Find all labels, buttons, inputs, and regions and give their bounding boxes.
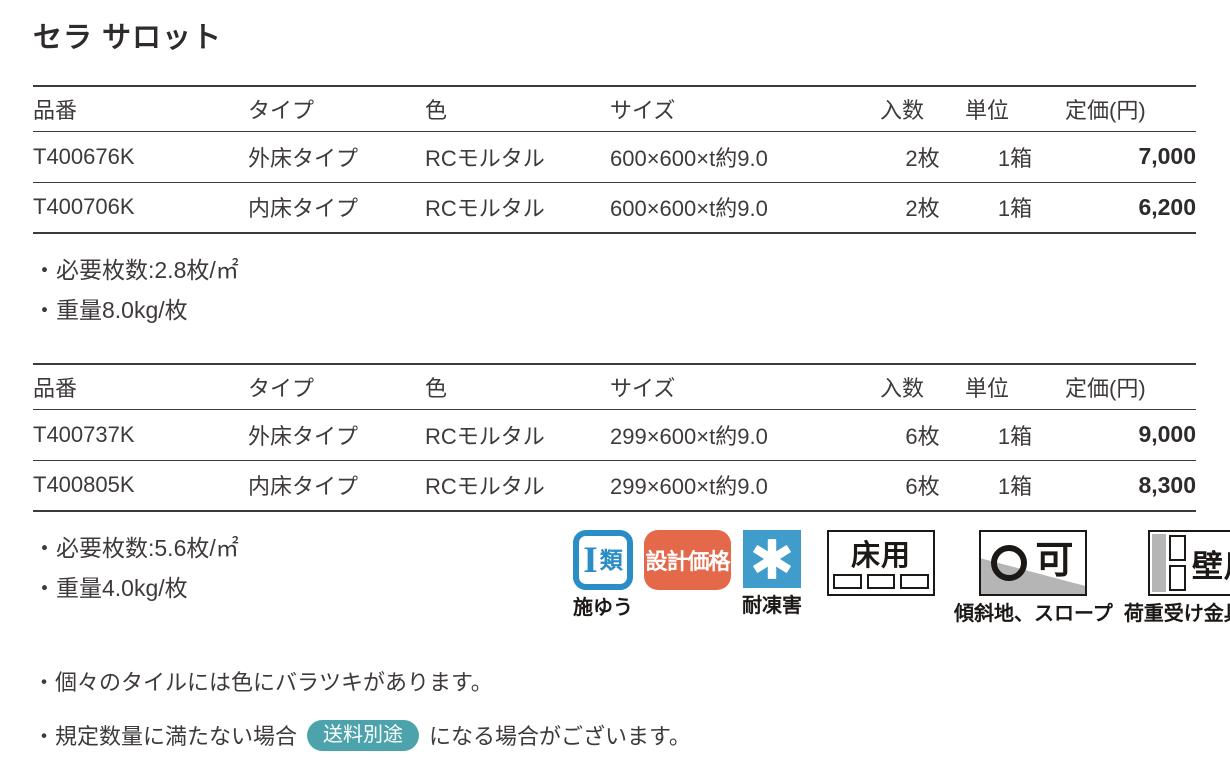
shipping-note-suffix: になる場合がございます。 bbox=[429, 724, 691, 749]
slope-ok-kanji: 可 bbox=[1035, 540, 1074, 582]
snowflake-asterisk-icon bbox=[753, 539, 791, 579]
floor-use-label: 床用 bbox=[850, 540, 911, 572]
col-header-price: 定価(円) bbox=[1065, 364, 1196, 410]
shipping-note: ・規定数量に満たない場合 送料別途 になる場合がございます。 bbox=[33, 719, 1196, 751]
wall-use-icon: 壁用 bbox=[1148, 530, 1230, 596]
note-weight: ・重量4.0kg/枚 bbox=[33, 575, 188, 601]
note-sheets-per-sqm: ・必要枚数:5.6枚/㎡ bbox=[33, 535, 239, 561]
glaze-caption: 施ゆう bbox=[573, 597, 633, 619]
product-size: 299×600×t約9.0 bbox=[610, 423, 768, 449]
glaze-class-icon: I 類 bbox=[573, 530, 633, 590]
floor-tiles-graphic bbox=[829, 574, 933, 589]
table-row: T400676K 外床タイプ RCモルタル 600×600×t約9.0 2枚 1… bbox=[33, 131, 1196, 182]
col-header-color: 色 bbox=[425, 86, 610, 132]
table-header-row: 品番 タイプ 色 サイズ 入数 単位 定価(円) bbox=[33, 364, 1196, 410]
product-color: RCモルタル bbox=[425, 423, 545, 449]
wall-tile-graphic bbox=[1169, 565, 1187, 591]
col-header-price: 定価(円) bbox=[1065, 86, 1196, 132]
wall-base-graphic bbox=[1152, 534, 1167, 592]
col-header-type: タイプ bbox=[248, 364, 425, 410]
table-row: T400706K 内床タイプ RCモルタル 600×600×t約9.0 2枚 1… bbox=[33, 181, 1196, 233]
shipping-fee-badge: 送料別途 bbox=[307, 719, 420, 751]
product-color: RCモルタル bbox=[425, 459, 610, 511]
shipping-note-prefix: ・規定数量に満たない場合 bbox=[33, 724, 298, 749]
table-row: T400805K 内床タイプ RCモルタル 299×600×t約9.0 6枚 1… bbox=[33, 459, 1196, 511]
note-sheets-per-sqm: ・必要枚数:2.8枚/㎡ bbox=[33, 257, 239, 283]
floor-use-icon: 床用 bbox=[827, 530, 935, 596]
product-type: 外床タイプ bbox=[248, 145, 359, 171]
slope-ok-badge-group: 可 傾斜地、スロープ bbox=[954, 530, 1113, 625]
wall-caption: 荷重受け金具推奨 bbox=[1123, 603, 1230, 625]
col-header-size: サイズ bbox=[610, 364, 880, 410]
col-header-unit: 単位 bbox=[965, 364, 1065, 410]
col-header-qty: 入数 bbox=[880, 86, 965, 132]
wall-use-badge-group: 壁用 荷重受け金具推奨 bbox=[1124, 530, 1230, 625]
product-unit: 1箱 bbox=[997, 145, 1033, 171]
product-qty: 2枚 bbox=[905, 145, 940, 171]
certification-icons-row: I 類 施ゆう 設計価格 耐凍害 bbox=[573, 528, 1230, 625]
frost-resistance-icon bbox=[743, 530, 801, 588]
product-size: 600×600×t約9.0 bbox=[610, 145, 768, 171]
col-header-code: 品番 bbox=[33, 364, 248, 410]
product-qty: 6枚 bbox=[905, 423, 940, 449]
table2-notes: ・必要枚数:5.6枚/㎡ ・重量4.0kg/枚 bbox=[33, 528, 573, 608]
product-price: 7,000 bbox=[1138, 143, 1196, 169]
product-table-600: 品番 タイプ 色 サイズ 入数 単位 定価(円) T400676K 外床タイプ … bbox=[33, 85, 1196, 234]
product-unit: 1箱 bbox=[965, 181, 1065, 233]
product-code: T400676K bbox=[33, 143, 135, 169]
page-title: セラ サロット bbox=[33, 22, 223, 54]
product-type: 外床タイプ bbox=[248, 423, 359, 449]
col-header-qty: 入数 bbox=[880, 364, 965, 410]
product-code: T400805K bbox=[33, 459, 248, 511]
glaze-class-badge-group: I 類 施ゆう bbox=[573, 530, 633, 619]
product-color: RCモルタル bbox=[425, 145, 545, 171]
circle-ok-icon bbox=[991, 545, 1028, 581]
product-unit: 1箱 bbox=[997, 423, 1033, 449]
product-unit: 1箱 bbox=[965, 459, 1065, 511]
product-price: 9,000 bbox=[1138, 421, 1196, 447]
catalog-page: セラ サロット 品番 タイプ 色 サイズ 入数 単位 定価(円) T400676… bbox=[33, 22, 1230, 751]
slope-ok-icon: 可 bbox=[979, 530, 1088, 596]
product-qty: 6枚 bbox=[880, 459, 965, 511]
product-table-299: 品番 タイプ 色 サイズ 入数 単位 定価(円) T400737K 外床タイプ … bbox=[33, 363, 1196, 512]
col-header-color: 色 bbox=[425, 364, 610, 410]
color-variation-note: ・個々のタイルには色にバラツキがあります。 bbox=[33, 670, 493, 695]
table1-notes: ・必要枚数:2.8枚/㎡ ・重量8.0kg/枚 bbox=[33, 250, 1196, 330]
frost-caption: 耐凍害 bbox=[742, 595, 802, 617]
product-price: 8,300 bbox=[1065, 459, 1196, 511]
design-price-badge: 設計価格 bbox=[644, 530, 731, 590]
col-header-size: サイズ bbox=[610, 86, 880, 132]
glaze-class-kanji: 類 bbox=[599, 546, 623, 573]
product-qty: 2枚 bbox=[880, 181, 965, 233]
wall-tile-graphic bbox=[1169, 535, 1187, 561]
wall-use-label: 壁用 bbox=[1191, 548, 1230, 584]
product-size: 600×600×t約9.0 bbox=[610, 181, 880, 233]
design-price-badge-group: 設計価格 bbox=[644, 530, 731, 590]
col-header-type: タイプ bbox=[248, 86, 425, 132]
product-code: T400737K bbox=[33, 421, 135, 447]
note-weight: ・重量8.0kg/枚 bbox=[33, 297, 188, 323]
floor-use-badge-group: 床用 bbox=[827, 530, 935, 596]
slope-caption: 傾斜地、スロープ bbox=[954, 603, 1113, 625]
product-color: RCモルタル bbox=[425, 181, 610, 233]
table-header-row: 品番 タイプ 色 サイズ 入数 単位 定価(円) bbox=[33, 86, 1196, 132]
table-row: T400737K 外床タイプ RCモルタル 299×600×t約9.0 6枚 1… bbox=[33, 409, 1196, 460]
col-header-code: 品番 bbox=[33, 86, 248, 132]
product-size: 299×600×t約9.0 bbox=[610, 459, 880, 511]
product-price: 6,200 bbox=[1065, 181, 1196, 233]
product-code: T400706K bbox=[33, 181, 248, 233]
glaze-class-letter: I bbox=[583, 539, 598, 581]
col-header-unit: 単位 bbox=[965, 86, 1065, 132]
frost-resistance-badge-group: 耐凍害 bbox=[742, 530, 802, 617]
product-type: 内床タイプ bbox=[248, 181, 425, 233]
product-type: 内床タイプ bbox=[248, 459, 425, 511]
bottom-section: ・必要枚数:5.6枚/㎡ ・重量4.0kg/枚 I 類 施ゆう 設計価格 bbox=[33, 528, 1230, 625]
